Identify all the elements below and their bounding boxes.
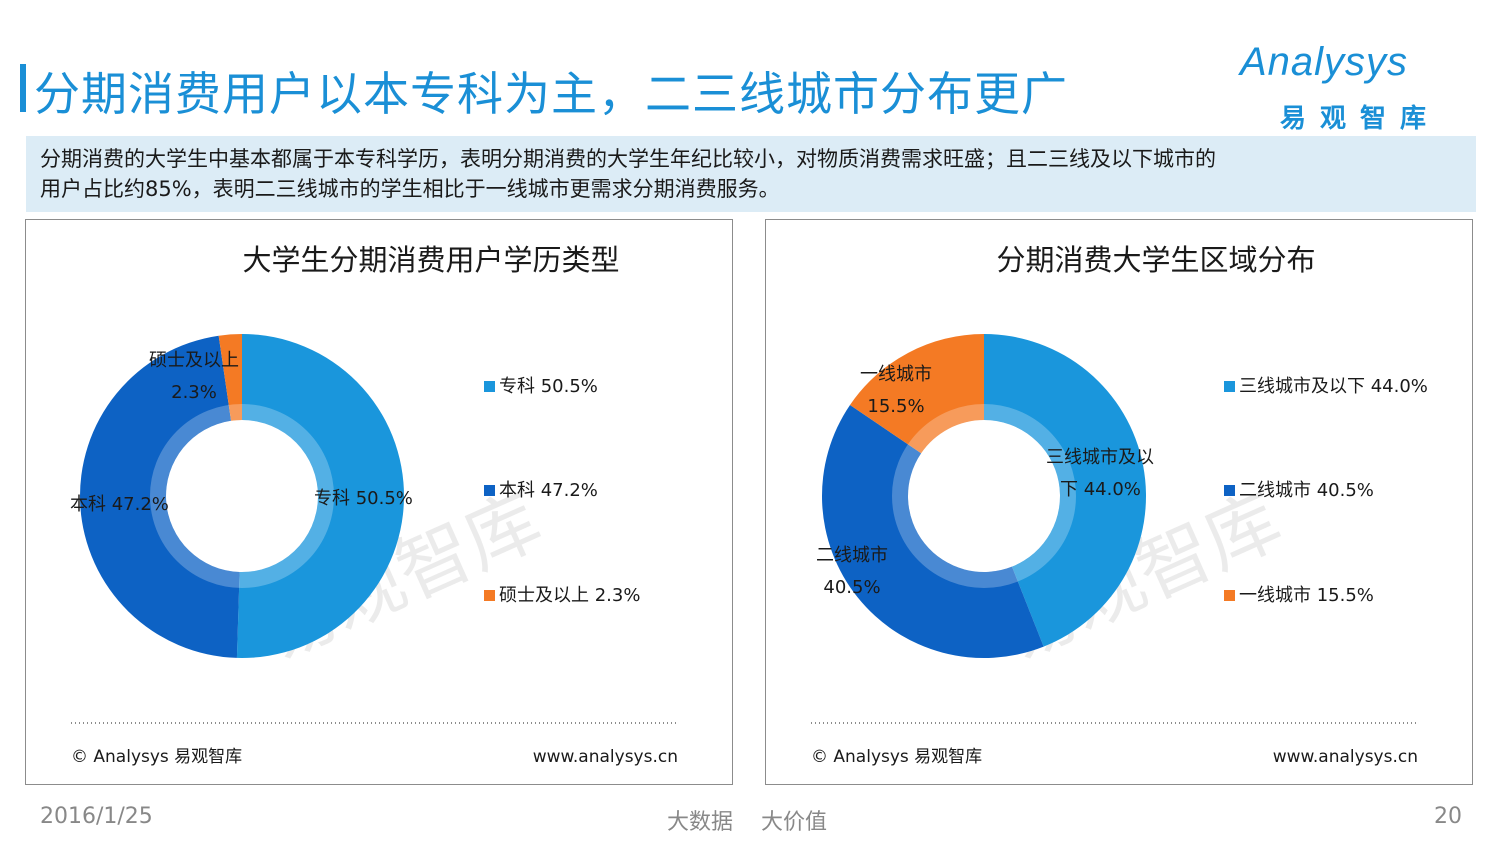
summary-box: 分期消费的大学生中基本都属于本专科学历，表明分期消费的大学生年纪比较小，对物质消…: [26, 136, 1476, 212]
donut-slice-2: [822, 404, 1044, 658]
page-title: 分期消费用户以本专科为主，二三线城市分布更广: [34, 67, 1068, 121]
title-accent-bar: [20, 64, 26, 112]
education-chart: 易观智库 大学生分期消费用户学历类型 专科 50.5%本科 47.2%硕士及以上…: [70, 243, 678, 767]
slice-label: 一线城市: [860, 364, 932, 385]
legend-swatch: [1224, 590, 1235, 601]
slice-label: 硕士及以上: [149, 350, 239, 371]
legend-swatch: [484, 590, 495, 601]
region-legend: 三线城市及以下 44.0% 二线城市 40.5% 一线城市 15.5%: [1224, 376, 1428, 606]
slice-value-label: 下 44.0%: [1060, 479, 1141, 500]
donut-slice-3: [218, 334, 242, 421]
region-chart: 易观智库 分期消费大学生区域分布 三线城市及以下 44.0%二线城市40.5%一…: [811, 243, 1428, 767]
slice-value-label: 2.3%: [171, 382, 217, 403]
donut-slice-3: [850, 334, 984, 454]
slice-label: 二线城市: [816, 545, 888, 566]
donut-slice-1: [984, 334, 1146, 647]
legend-label: 本科 47.2%: [499, 480, 598, 501]
legend-swatch: [484, 381, 495, 392]
education-legend: 专科 50.5% 本科 47.2% 硕士及以上 2.3%: [484, 376, 640, 606]
education-chart-title: 大学生分期消费用户学历类型: [242, 243, 619, 277]
slice-label: 专科 50.5%: [314, 488, 413, 509]
legend-label: 三线城市及以下 44.0%: [1239, 376, 1428, 397]
education-chart-panel: 易观智库 大学生分期消费用户学历类型 专科 50.5% 本科 47.2% 硕士及以上…: [25, 219, 733, 785]
slice-label: 三线城市及以: [1046, 447, 1154, 468]
page-number: 20: [1434, 804, 1462, 829]
copyright-text: © Analysys 易观智库: [811, 747, 982, 767]
legend-label: 专科 50.5%: [499, 376, 598, 397]
legend-swatch: [484, 485, 495, 496]
donut-inner-ring: [892, 404, 1076, 588]
copyright-text: © Analysys 易观智库: [71, 747, 242, 767]
region-chart-title: 分期消费大学生区域分布: [996, 243, 1315, 277]
summary-line-1: 分期消费的大学生中基本都属于本专科学历，表明分期消费的大学生年纪比较小，对物质消…: [40, 147, 1216, 171]
logo-wordmark: Analysys: [1240, 40, 1409, 84]
donut-slice-1: [236, 334, 404, 658]
region-chart-panel: 易观智库 分期消费大学生区域分布 三线城市及以下 44.0% 二线城市 40.5% 一…: [765, 219, 1473, 785]
donut-inner-ring: [150, 404, 334, 588]
analysys-logo: Analysys 易观智库: [1240, 40, 1460, 134]
legend-swatch: [1224, 485, 1235, 496]
logo-chinese: 易观智库: [1280, 104, 1441, 134]
legend-swatch: [1224, 381, 1235, 392]
url-text: www.analysys.cn: [533, 747, 678, 767]
footer-date: 2016/1/25: [40, 804, 153, 829]
legend-label: 二线城市 40.5%: [1239, 480, 1374, 501]
slice-value-label: 40.5%: [823, 577, 880, 598]
education-donut: 专科 50.5% 本科 47.2% 硕士及以上 2.3%: [70, 334, 413, 658]
slice-value-label: 15.5%: [867, 396, 924, 417]
url-text: www.analysys.cn: [1273, 747, 1418, 767]
legend-label: 一线城市 15.5%: [1239, 585, 1374, 606]
slice-label: 本科 47.2%: [70, 494, 169, 515]
legend-label: 硕士及以上 2.3%: [499, 585, 640, 606]
footer-slogan: 大数据 大价值: [667, 810, 827, 835]
donut-slice-2: [79, 335, 240, 658]
summary-line-2: 用户占比约85%，表明二三线城市的学生相比于一线城市更需求分期消费服务。: [40, 177, 780, 201]
region-donut: 三线城市及以下 44.0% 二线城市 40.5% 一线城市 15.5%: [816, 334, 1154, 658]
